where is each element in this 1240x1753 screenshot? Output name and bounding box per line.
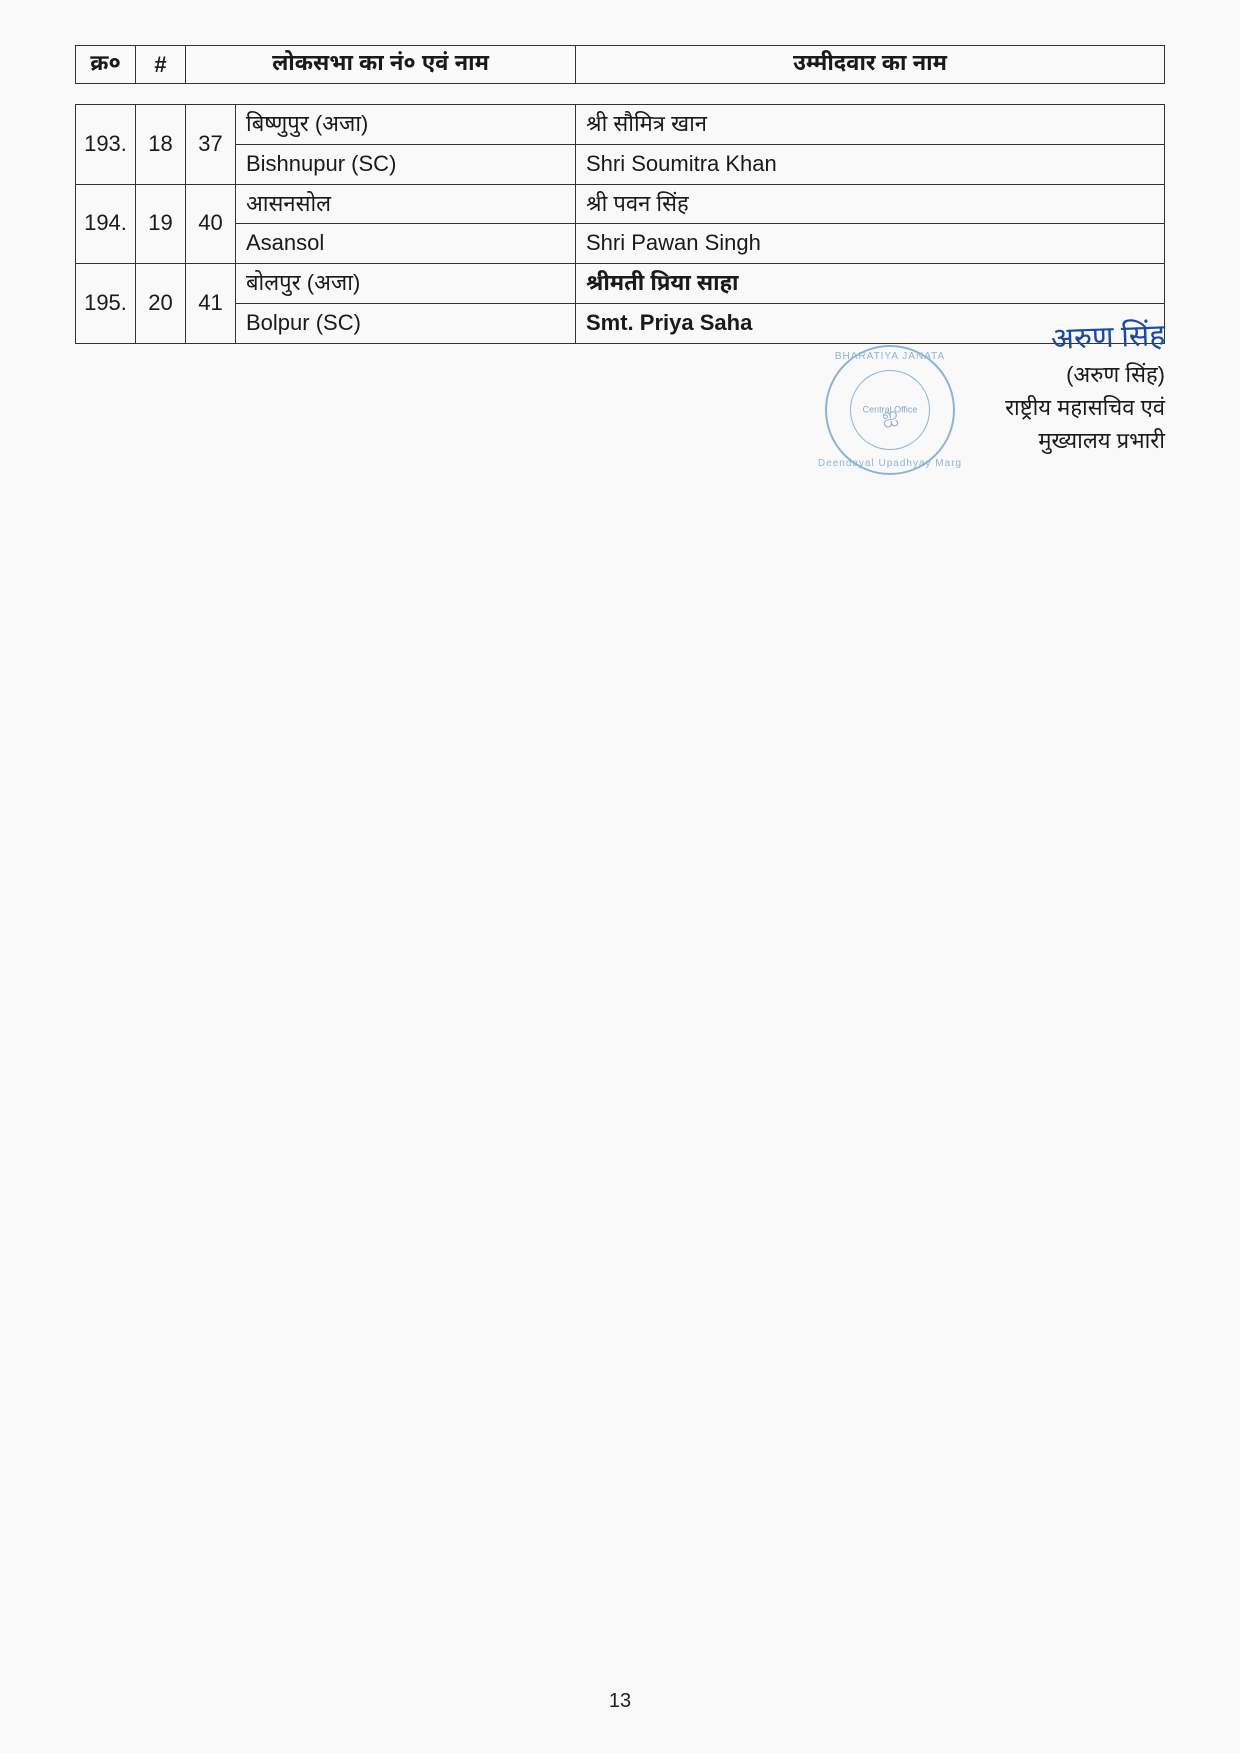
cell-seat-en: Bolpur (SC)	[236, 303, 576, 343]
page-number: 13	[609, 1690, 631, 1713]
cell-seat-en: Asansol	[236, 224, 576, 264]
stamp-text-top: BHARATIYA JANATA	[835, 351, 945, 362]
cell-hash: 19	[136, 184, 186, 264]
table-row: Bishnupur (SC) Shri Soumitra Khan	[76, 144, 1165, 184]
table-row: Bolpur (SC) Smt. Priya Saha	[76, 303, 1165, 343]
cell-seat-hi: बोलपुर (अजा)	[236, 264, 576, 304]
cell-seatnum: 40	[186, 184, 236, 264]
cell-cand-en: Shri Pawan Singh	[576, 224, 1165, 264]
cell-cand-hi: श्रीमती प्रिया साहा	[576, 264, 1165, 304]
cell-seat-hi: आसनसोल	[236, 184, 576, 224]
header-hash: #	[136, 46, 186, 84]
table-row: Asansol Shri Pawan Singh	[76, 224, 1165, 264]
cell-hash: 20	[136, 264, 186, 344]
header-seat: लोकसभा का नं० एवं नाम	[186, 46, 576, 84]
cell-cand-hi: श्री पवन सिंह	[576, 184, 1165, 224]
cell-seatnum: 41	[186, 264, 236, 344]
candidate-table: 193. 18 37 बिष्णुपुर (अजा) श्री सौमित्र …	[75, 104, 1165, 344]
cell-cand-en: Shri Soumitra Khan	[576, 144, 1165, 184]
cell-seat-en: Bishnupur (SC)	[236, 144, 576, 184]
table-row: 194. 19 40 आसनसोल श्री पवन सिंह	[76, 184, 1165, 224]
cell-kr: 195.	[76, 264, 136, 344]
handwritten-signature: अरुण सिंह	[1050, 313, 1165, 358]
signature-block: अरुण सिंह (अरुण सिंह) राष्ट्रीय महासचिव …	[1005, 315, 1165, 457]
table-header: क्र० # लोकसभा का नं० एवं नाम उम्मीदवार क…	[75, 45, 1165, 84]
header-candidate: उम्मीदवार का नाम	[576, 46, 1165, 84]
cell-cand-hi: श्री सौमित्र खान	[576, 105, 1165, 145]
official-seal-stamp: BHARATIYA JANATA Central Office ஐ Deenda…	[825, 345, 955, 475]
table-row: 193. 18 37 बिष्णुपुर (अजा) श्री सौमित्र …	[76, 105, 1165, 145]
cell-kr: 194.	[76, 184, 136, 264]
cell-hash: 18	[136, 105, 186, 185]
signatory-name: (अरुण सिंह)	[1005, 358, 1165, 391]
stamp-text-bottom: Deendayal Upadhyay Marg	[818, 458, 962, 469]
cell-kr: 193.	[76, 105, 136, 185]
signatory-title-2: मुख्यालय प्रभारी	[1005, 424, 1165, 457]
signatory-title-1: राष्ट्रीय महासचिव एवं	[1005, 391, 1165, 424]
table-row: 195. 20 41 बोलपुर (अजा) श्रीमती प्रिया स…	[76, 264, 1165, 304]
header-kr: क्र०	[76, 46, 136, 84]
cell-seatnum: 37	[186, 105, 236, 185]
cell-seat-hi: बिष्णुपुर (अजा)	[236, 105, 576, 145]
